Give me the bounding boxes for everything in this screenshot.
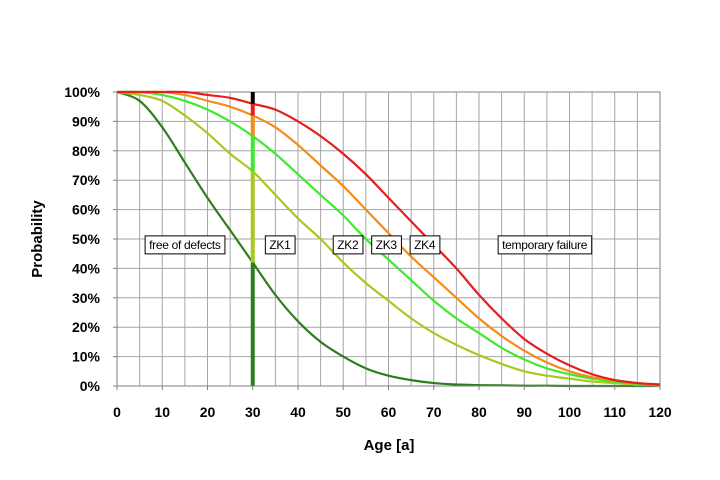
y-tick-label: 80% [72,143,101,159]
annotation-frame [371,235,402,255]
annotation-label: free of defects [149,238,221,252]
annotation-label: ZK1 [269,238,291,252]
annotation-box: temporary failure [497,235,593,255]
annotation-label: ZK2 [337,238,359,252]
x-tick-label: 60 [381,404,397,420]
annotation-frame [409,235,441,255]
annotation-frame [144,235,226,255]
series-line-temporary-failure [117,90,661,386]
series-line-zk4 [117,90,661,386]
x-axis-title: Age [a] [364,437,415,454]
y-tick-label: 40% [72,260,101,276]
y-tick-labels: 0% 10% 20% 30% 40% 50% 60% 70% 80% 90% 100% [64,84,117,394]
y-axis-title: Probability [29,200,46,278]
x-tick-label: 120 [648,404,672,420]
annotation-box: ZK3 [371,235,402,255]
y-tick-label: 60% [72,202,101,218]
x-tick-label: 10 [154,404,170,420]
y-tick-label: 90% [72,113,101,129]
x-tick-label: 80 [471,404,487,420]
annotation-box: free of defects [144,235,226,255]
y-tick-label: 50% [72,231,101,247]
annotation-box: ZK4 [409,235,441,255]
annotation-frame [497,235,593,255]
annotation-frame [332,235,364,255]
annotation-label: ZK3 [376,238,398,252]
annotation-label: ZK4 [414,238,436,252]
y-tick-label: 10% [72,349,101,365]
x-tick-label: 40 [290,404,306,420]
annotation-box: ZK2 [332,235,364,255]
y-tick-label: 0% [80,378,101,394]
x-tick-label: 0 [113,404,121,420]
x-tick-label: 110 [603,404,626,420]
y-tick-label: 30% [72,290,101,306]
x-tick-label: 20 [200,404,216,420]
annotation-frame [264,235,296,255]
y-tick-label: 70% [72,172,101,188]
series-line-zk3 [116,90,661,387]
x-tick-label: 90 [516,404,532,420]
annotation-box: ZK1 [264,235,296,255]
x-tick-label: 70 [426,404,442,420]
x-tick-label: 30 [245,404,261,420]
series-line-zk2 [116,90,661,388]
y-tick-label: 100% [64,84,100,100]
x-tick-label: 50 [335,404,351,420]
y-tick-label: 20% [72,319,101,335]
x-tick-labels: 0 10 20 30 40 50 60 70 80 90 100 110 120 [113,386,672,420]
annotations: free of defects ZK1 ZK2 ZK3 ZK4 temporary fai… [144,235,593,255]
annotation-label: temporary failure [502,238,588,252]
x-tick-label: 100 [558,404,582,420]
